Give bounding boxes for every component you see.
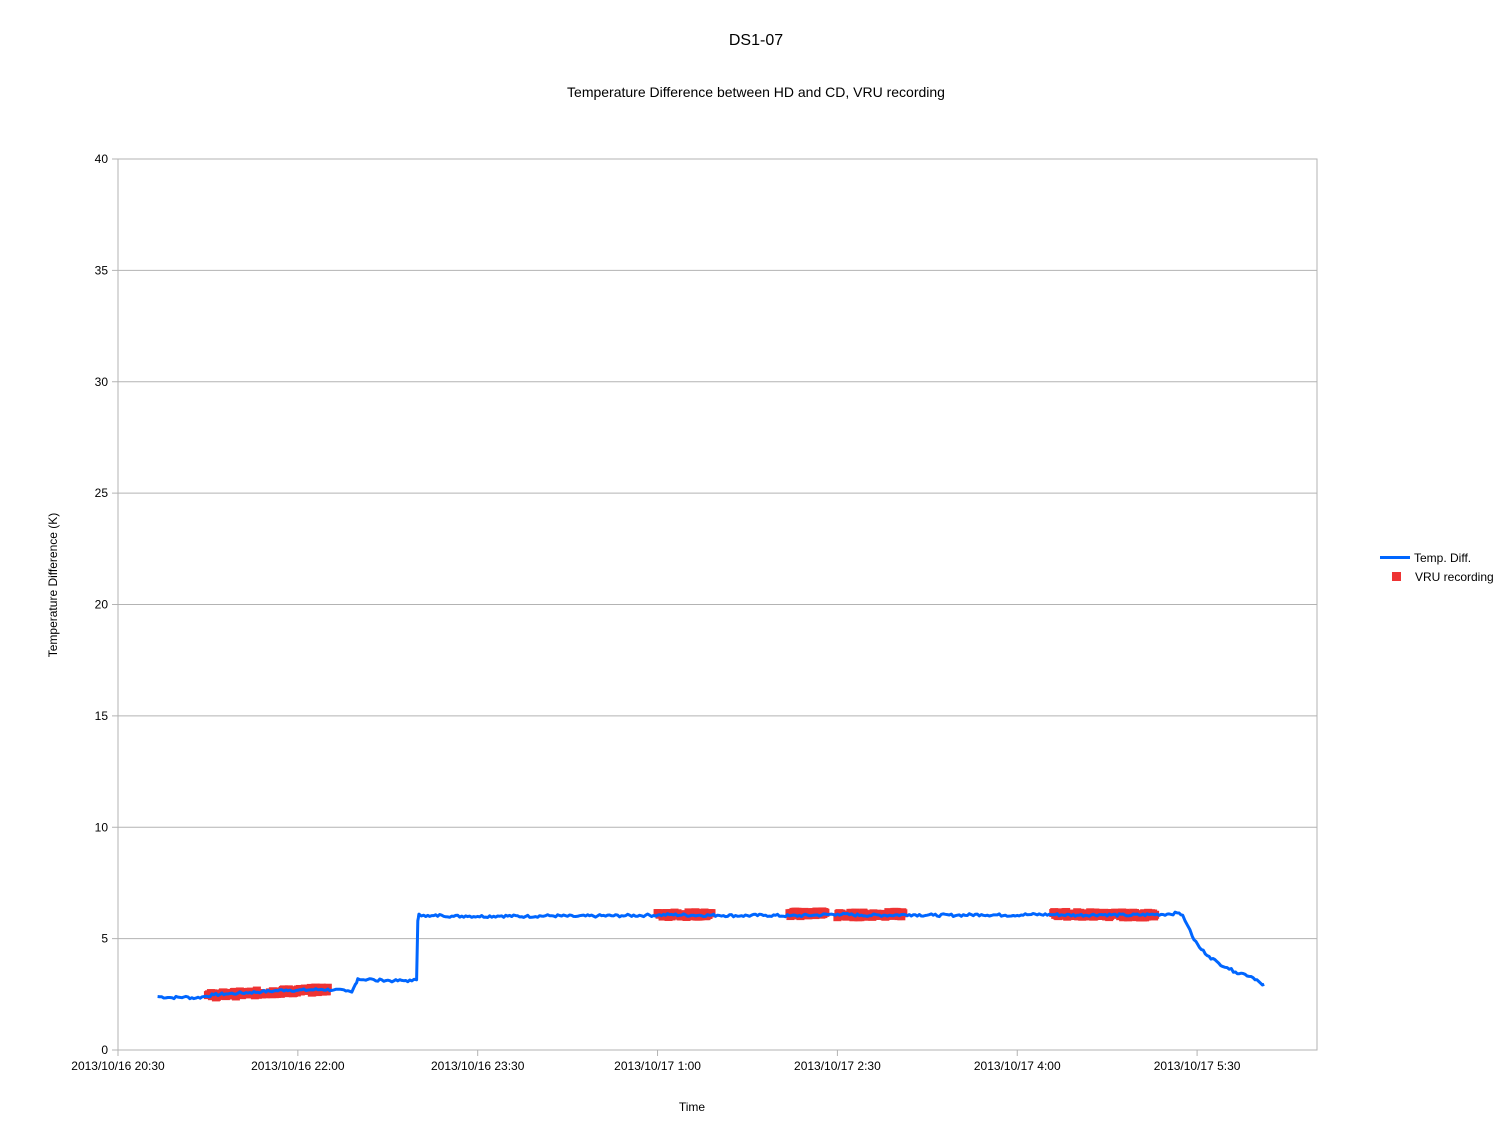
y-axis-label: Temperature Difference (K) — [46, 513, 60, 658]
x-axis-label: Time — [679, 1100, 706, 1114]
legend-label: VRU recording — [1415, 569, 1494, 584]
x-tick-label: 2013/10/16 22:00 — [251, 1059, 345, 1073]
legend-label: Temp. Diff. — [1414, 550, 1472, 565]
series-lines — [157, 910, 1265, 1001]
x-tick-label: 2013/10/16 23:30 — [431, 1059, 525, 1073]
chart-subtitle: Temperature Difference between HD and CD… — [567, 84, 945, 100]
chart-title: DS1-07 — [728, 32, 784, 49]
y-tick-label: 0 — [101, 1043, 108, 1057]
x-tick-label: 2013/10/17 4:00 — [974, 1059, 1061, 1073]
legend-item-vru-recording: VRU recording — [1380, 567, 1494, 586]
x-tick-label: 2013/10/16 20:30 — [71, 1059, 165, 1073]
legend-line-swatch — [1380, 556, 1410, 559]
legend-marker-swatch — [1392, 572, 1401, 581]
x-tick-label: 2013/10/17 5:30 — [1154, 1059, 1241, 1073]
y-tick-label: 15 — [95, 709, 109, 723]
y-tick-label: 20 — [95, 598, 109, 612]
axes — [112, 158, 1318, 1056]
y-tick-label: 5 — [101, 932, 108, 946]
vru-markers — [203, 907, 1160, 1002]
y-tick-label: 35 — [95, 263, 109, 277]
y-tick-labels: 0 5 10 15 20 25 30 35 40 — [95, 152, 109, 1057]
x-tick-labels: 2013/10/16 20:30 2013/10/16 22:00 2013/10/… — [71, 1059, 1241, 1073]
y-tick-label: 10 — [95, 820, 109, 834]
y-tick-label: 40 — [95, 152, 109, 166]
y-tick-label: 25 — [95, 486, 109, 500]
plot-frame — [117, 158, 1318, 1051]
x-tick-label: 2013/10/17 2:30 — [794, 1059, 881, 1073]
vru-recording-marker — [707, 909, 716, 918]
y-tick-label: 30 — [95, 375, 109, 389]
series-line-temp-diff — [157, 910, 1265, 1001]
x-tick-label: 2013/10/17 1:00 — [614, 1059, 701, 1073]
legend: Temp. Diff. VRU recording — [1380, 548, 1494, 586]
legend-item-temp-diff: Temp. Diff. — [1380, 548, 1494, 567]
